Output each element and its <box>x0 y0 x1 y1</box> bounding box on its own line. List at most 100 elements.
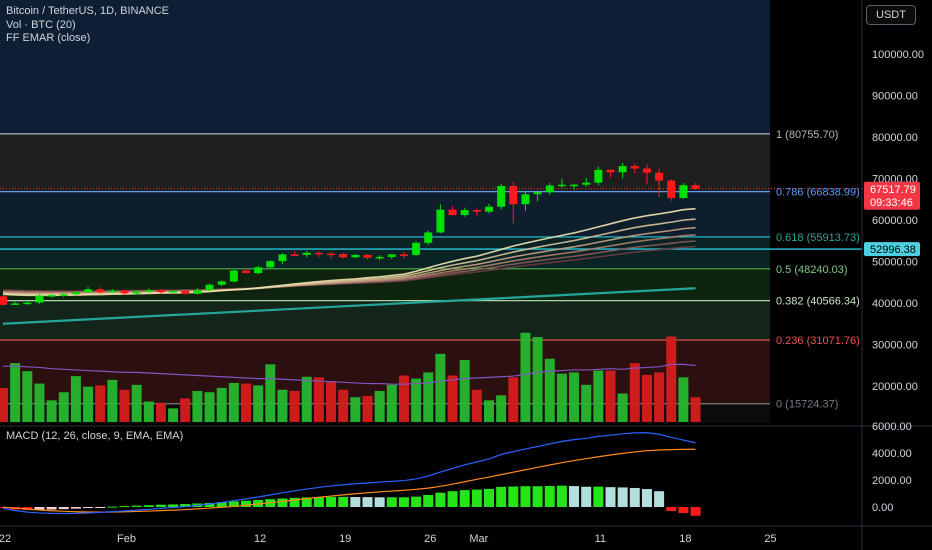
chart-legend: Bitcoin / TetherUS, 1D, BINANCE Vol · BT… <box>6 5 169 46</box>
time-axis[interactable]: 22 Feb 12 19 26 Mar 11 18 25 <box>0 533 777 545</box>
volume-bar <box>228 382 239 422</box>
volume-bar <box>447 375 458 422</box>
price-tick-label: 30000.00 <box>872 340 918 352</box>
macd-tick-label: 2000.00 <box>872 475 912 487</box>
macd-histogram-bar <box>374 497 385 507</box>
candle-body <box>557 184 566 187</box>
macd-histogram-bar <box>326 496 337 507</box>
volume-bar <box>386 384 397 422</box>
macd-indicator-label[interactable]: MACD (12, 26, close, 9, EMA, EMA) <box>6 430 184 442</box>
time-tick-label: 26 <box>424 533 436 545</box>
macd-histogram-bar <box>95 507 106 508</box>
price-tick-label: 80000.00 <box>872 132 918 144</box>
macd-histogram-bar <box>411 496 422 507</box>
macd-histogram-bar <box>398 497 409 507</box>
candle-body <box>667 180 676 199</box>
macd-tick-label: 6000.00 <box>872 421 912 433</box>
fib-zone-0-382 <box>0 300 770 341</box>
volume-bar <box>581 384 592 422</box>
macd-histogram-bar <box>629 487 640 507</box>
volume-bar <box>459 360 470 422</box>
macd-histogram-bar <box>690 507 701 516</box>
macd-histogram-bar <box>289 497 300 507</box>
candle-body <box>193 290 202 294</box>
volume-bar <box>241 383 251 422</box>
volume-bar <box>654 372 665 422</box>
macd-histogram-bar <box>423 494 434 507</box>
candle-body <box>521 194 530 205</box>
last-price-value: 67517.79 <box>870 184 916 196</box>
candle-body <box>570 184 579 187</box>
volume-indicator-label[interactable]: Vol · BTC (20) <box>6 18 76 31</box>
candlesticks[interactable] <box>0 162 700 306</box>
volume-bar <box>301 376 312 422</box>
volume-bar <box>265 364 276 422</box>
price-tick-label: 90000.00 <box>872 91 918 103</box>
macd-histogram-bar <box>447 491 458 507</box>
volume-bars <box>0 332 701 422</box>
macd-histogram-bar <box>301 497 312 507</box>
macd-histogram-bar <box>386 497 397 507</box>
candle-body <box>254 267 263 274</box>
candle-body <box>132 291 141 294</box>
candle-body <box>169 290 178 293</box>
fib-label-0-236: 0.236 (31071.76) <box>776 335 860 347</box>
fib-label-0: 0 (15724.37) <box>776 399 838 411</box>
currency-button[interactable]: USDT <box>866 5 916 25</box>
candle-body <box>497 185 506 207</box>
candle-body <box>509 185 518 205</box>
volume-bar <box>532 337 543 422</box>
volume-bar <box>544 358 555 422</box>
volume-bar <box>289 391 300 422</box>
volume-bar <box>107 379 118 422</box>
ema-ribbon-indicator-label[interactable]: FF EMAR (close) <box>6 32 91 44</box>
macd-axis[interactable]: 6000.00 4000.00 2000.00 0.00 <box>872 421 912 514</box>
symbol-title[interactable]: Bitcoin / TetherUS, 1D, BINANCE <box>6 5 170 17</box>
candle-body <box>108 290 117 293</box>
volume-bar <box>143 401 154 422</box>
volume-bar <box>350 397 361 422</box>
macd-histogram-bar <box>581 486 592 507</box>
macd-histogram-bar <box>471 489 482 507</box>
fib-label-0-786: 0.786 (66838.99) <box>776 187 860 199</box>
price-tick-label: 40000.00 <box>872 298 918 310</box>
macd-tick-label: 0.00 <box>872 502 893 514</box>
time-tick-label: 18 <box>679 533 691 545</box>
candle-body <box>205 284 214 291</box>
macd-histogram-bar <box>204 502 215 507</box>
volume-bar <box>180 398 191 422</box>
macd-histogram-bar <box>654 491 665 507</box>
candle-body <box>363 254 372 258</box>
macd-histogram-bar <box>338 496 349 507</box>
time-tick-label: 12 <box>254 533 266 545</box>
macd-histogram-bar <box>107 506 118 508</box>
macd-histogram-bar <box>58 507 69 510</box>
macd-tick-label: 4000.00 <box>872 448 912 460</box>
candle-body <box>11 303 20 305</box>
candle-body <box>327 253 336 256</box>
volume-bar <box>556 373 567 422</box>
macd-histogram-bar <box>180 504 191 507</box>
macd-histogram-bar <box>131 505 142 507</box>
candle-body <box>266 261 275 268</box>
price-axis[interactable]: 100000.0090000.0080000.0070000.0060000.0… <box>872 49 924 393</box>
candle-body <box>290 254 299 256</box>
candle-body <box>23 302 32 305</box>
macd-histogram-bar <box>34 507 45 510</box>
candle-body <box>412 242 421 255</box>
time-tick-label: 25 <box>764 533 776 545</box>
fib-label-0-5: 0.5 (48240.03) <box>776 264 848 276</box>
volume-bar <box>690 397 701 422</box>
level-badge <box>864 242 920 257</box>
volume-bar <box>338 389 349 422</box>
fib-zone-0-5 <box>0 268 770 301</box>
volume-bar <box>411 378 422 422</box>
candle-body <box>594 169 603 183</box>
candle-body <box>351 254 360 258</box>
candle-body <box>399 254 408 256</box>
volume-bar <box>362 395 373 422</box>
volume-bar <box>168 408 179 422</box>
candle-body <box>472 210 481 212</box>
